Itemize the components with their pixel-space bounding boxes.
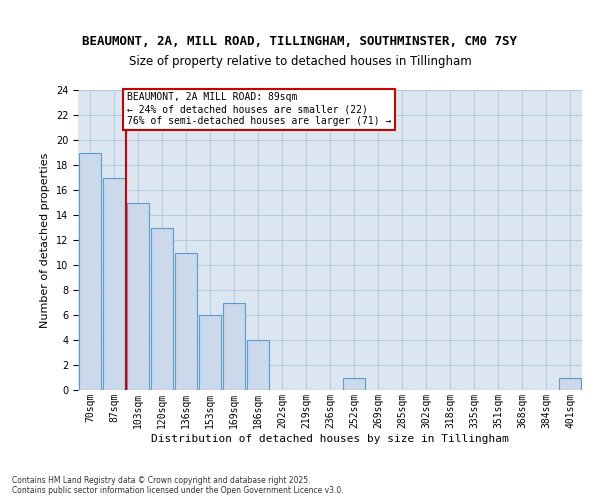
Bar xyxy=(559,378,581,390)
Bar xyxy=(199,315,221,390)
Text: Size of property relative to detached houses in Tillingham: Size of property relative to detached ho… xyxy=(128,54,472,68)
Text: BEAUMONT, 2A, MILL ROAD, TILLINGHAM, SOUTHMINSTER, CM0 7SY: BEAUMONT, 2A, MILL ROAD, TILLINGHAM, SOU… xyxy=(83,34,517,48)
Bar xyxy=(151,228,173,390)
Bar xyxy=(223,302,245,390)
Bar xyxy=(79,152,101,390)
Text: Contains HM Land Registry data © Crown copyright and database right 2025.
Contai: Contains HM Land Registry data © Crown c… xyxy=(12,476,344,495)
Bar xyxy=(103,178,125,390)
Bar xyxy=(127,202,149,390)
Bar xyxy=(343,378,365,390)
Y-axis label: Number of detached properties: Number of detached properties xyxy=(40,152,50,328)
Bar xyxy=(247,340,269,390)
Bar xyxy=(175,252,197,390)
X-axis label: Distribution of detached houses by size in Tillingham: Distribution of detached houses by size … xyxy=(151,434,509,444)
Text: BEAUMONT, 2A MILL ROAD: 89sqm
← 24% of detached houses are smaller (22)
76% of s: BEAUMONT, 2A MILL ROAD: 89sqm ← 24% of d… xyxy=(127,92,392,126)
